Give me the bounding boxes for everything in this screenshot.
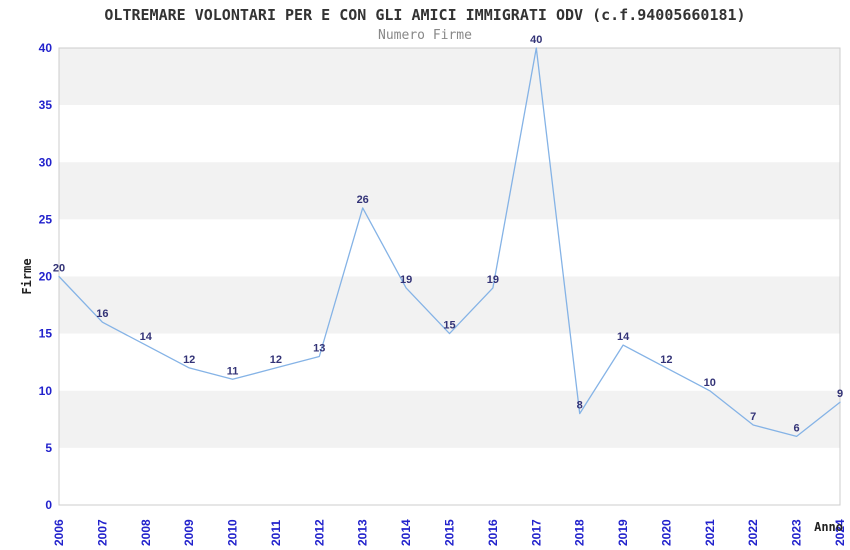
data-point-label: 12: [183, 354, 195, 366]
plot-band: [59, 105, 840, 163]
data-point-label: 14: [617, 331, 630, 343]
y-axis-tick-label: 25: [39, 212, 53, 226]
y-axis-tick-label: 20: [39, 270, 53, 284]
data-point-label: 26: [357, 194, 369, 206]
x-axis-tick-label: 2014: [399, 519, 413, 546]
x-axis-tick-label: 2008: [139, 519, 153, 546]
data-point-label: 40: [530, 34, 542, 46]
x-axis-tick-label: 2024: [833, 519, 847, 546]
plot-band: [59, 162, 840, 220]
data-point-label: 14: [140, 331, 153, 343]
data-point-label: 13: [313, 343, 325, 355]
data-point-label: 10: [704, 377, 716, 389]
data-point-label: 12: [270, 354, 282, 366]
plot-band: [59, 219, 840, 277]
chart-title: OLTREMARE VOLONTARI PER E CON GLI AMICI …: [104, 6, 746, 24]
x-axis-tick-label: 2011: [269, 520, 283, 546]
plot-band: [59, 390, 840, 448]
data-point-label: 7: [750, 411, 756, 423]
x-axis-tick-label: 2016: [486, 519, 500, 546]
x-axis-tick-label: 2006: [52, 519, 66, 546]
chart-subtitle: Numero Firme: [378, 28, 472, 43]
data-point-label: 11: [227, 365, 239, 377]
x-axis-tick-label: 2015: [443, 519, 457, 546]
plot-band: [59, 48, 840, 106]
data-point-label: 19: [400, 274, 412, 286]
y-axis-tick-label: 10: [39, 384, 53, 398]
x-axis-tick-label: 2023: [790, 519, 804, 546]
y-axis-tick-label: 35: [39, 98, 53, 112]
plot-band: [59, 276, 840, 334]
y-axis-tick-label: 15: [39, 327, 53, 341]
data-point-label: 12: [660, 354, 672, 366]
y-axis-title: Firme: [20, 258, 34, 294]
x-axis-tick-label: 2017: [529, 519, 543, 546]
data-point-label: 20: [53, 263, 65, 275]
x-axis-tick-label: 2009: [182, 519, 196, 546]
x-axis-tick-label: 2013: [356, 519, 370, 546]
y-axis-tick-label: 0: [45, 498, 52, 512]
data-point-label: 16: [96, 308, 108, 320]
y-axis-tick-label: 40: [39, 41, 53, 55]
x-axis-tick-label: 2019: [616, 519, 630, 546]
data-line: [58, 47, 841, 438]
x-axis-tick-label: 2021: [703, 519, 717, 546]
x-axis-tick-label: 2010: [226, 519, 240, 546]
data-point-label: 9: [837, 388, 843, 400]
data-point-label: 19: [487, 274, 499, 286]
plot-band: [59, 447, 840, 505]
x-axis-tick-label: 2022: [746, 519, 760, 546]
y-axis-tick-label: 30: [39, 155, 53, 169]
data-point-label: 15: [443, 320, 455, 332]
plot-band: [59, 333, 840, 391]
y-axis-tick-label: 5: [45, 441, 52, 455]
x-axis-tick-label: 2012: [312, 519, 326, 546]
x-axis-tick-label: 2020: [659, 519, 673, 546]
x-axis-tick-label: 2007: [95, 519, 109, 546]
data-point-label: 6: [794, 422, 800, 434]
data-point-label: 8: [577, 400, 583, 412]
x-axis-title: Anno: [814, 520, 843, 534]
x-axis-tick-label: 2018: [573, 519, 587, 546]
